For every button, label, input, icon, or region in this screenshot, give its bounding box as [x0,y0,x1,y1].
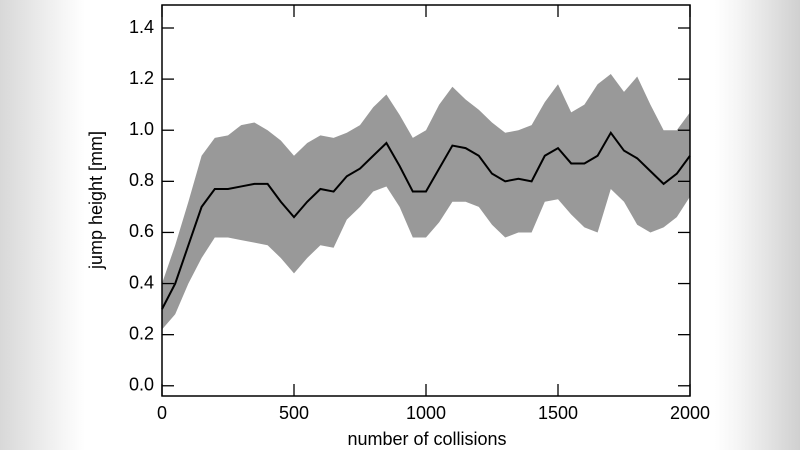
x-axis-label: number of collisions [347,429,506,449]
x-tick-label: 500 [279,403,309,423]
band [162,74,690,330]
line [161,130,691,310]
y-tick-label: 0.4 [129,272,154,292]
y-tick-label: 1.2 [129,68,154,88]
y-tick-label: 0.6 [129,221,154,241]
y-tick-label: 0.8 [129,170,154,190]
y-tick-label: 0.0 [129,375,154,395]
y-tick-label: 1.0 [129,119,154,139]
x-tick-label: 0 [157,403,167,423]
y-axis-label: jump height [mm] [86,131,106,270]
x-tick-label: 1000 [406,403,446,423]
x-tick-label: 2000 [670,403,710,423]
x-tick-label: 1500 [538,403,578,423]
y-tick-label: 0.2 [129,323,154,343]
y-tick-label: 1.4 [129,17,154,37]
